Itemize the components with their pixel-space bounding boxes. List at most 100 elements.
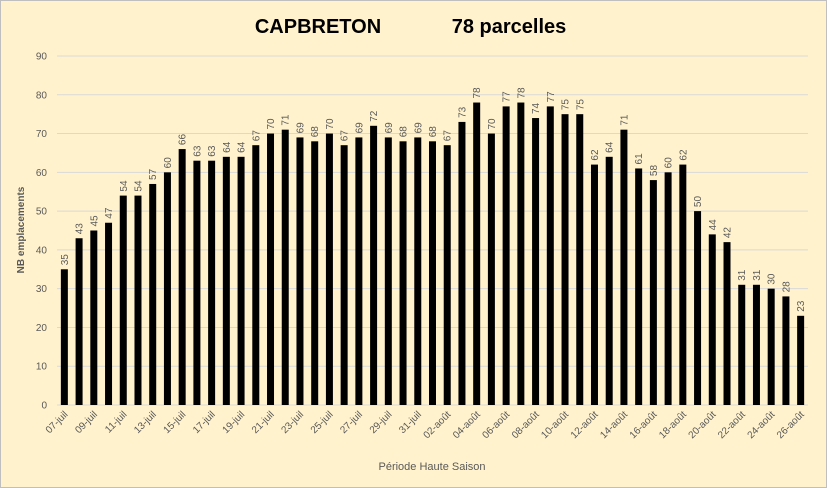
value-label: 77 xyxy=(546,91,557,103)
y-tick-label: 20 xyxy=(36,323,48,334)
value-label: 42 xyxy=(723,227,734,239)
y-tick-label: 80 xyxy=(36,90,48,101)
value-label: 61 xyxy=(634,153,645,165)
value-label: 28 xyxy=(781,281,792,293)
bar xyxy=(90,230,98,405)
value-label: 74 xyxy=(531,102,542,114)
bar xyxy=(384,137,392,405)
y-tick-label: 70 xyxy=(36,129,48,140)
value-label: 69 xyxy=(384,122,395,134)
value-label: 68 xyxy=(428,126,439,138)
x-tick-label: 09-juil xyxy=(73,409,100,436)
value-label: 64 xyxy=(222,141,233,153)
value-label: 58 xyxy=(649,165,660,177)
value-label: 35 xyxy=(60,254,71,266)
bar xyxy=(679,164,687,405)
x-tick-label: 12-août xyxy=(569,409,601,441)
y-tick-label: 60 xyxy=(36,168,48,179)
bar xyxy=(163,172,171,405)
value-label: 50 xyxy=(693,196,704,208)
value-label: 54 xyxy=(119,180,130,192)
bar xyxy=(75,238,83,405)
x-tick-label: 04-août xyxy=(451,409,483,441)
x-tick-label: 25-juil xyxy=(309,409,336,436)
value-label: 67 xyxy=(340,130,351,142)
bar xyxy=(797,315,805,405)
bar xyxy=(311,141,319,406)
chart-title: CAPBRETON xyxy=(255,16,381,38)
bar xyxy=(738,284,746,405)
bar xyxy=(605,156,613,405)
bar xyxy=(252,145,260,405)
bar xyxy=(119,195,127,405)
value-label: 73 xyxy=(457,106,468,118)
y-tick-label: 50 xyxy=(36,207,48,218)
value-label: 78 xyxy=(516,87,527,99)
value-label: 75 xyxy=(561,99,572,111)
value-label: 66 xyxy=(178,134,189,146)
value-label: 57 xyxy=(148,168,159,180)
value-label: 70 xyxy=(325,118,336,130)
bar xyxy=(178,149,186,405)
bar xyxy=(134,195,142,405)
bar xyxy=(399,141,407,406)
x-tick-label: 14-août xyxy=(598,409,630,441)
x-tick-label: 29-juil xyxy=(368,409,395,436)
x-tick-label: 24-août xyxy=(746,409,778,441)
bar xyxy=(267,133,275,406)
x-tick-label: 18-août xyxy=(657,409,689,441)
x-tick-label: 15-juil xyxy=(162,409,189,436)
bar xyxy=(443,145,451,405)
x-tick-label: 13-juil xyxy=(132,409,159,436)
bar xyxy=(782,296,790,405)
value-label: 64 xyxy=(237,141,248,153)
bar xyxy=(296,137,304,405)
value-label: 31 xyxy=(737,269,748,281)
value-label: 54 xyxy=(133,180,144,192)
y-tick-label: 90 xyxy=(36,52,48,63)
chart-subtitle: 78 parcelles xyxy=(452,16,567,38)
x-tick-label: 23-juil xyxy=(279,409,306,436)
value-label: 60 xyxy=(664,157,675,169)
value-label: 68 xyxy=(310,126,321,138)
value-label: 45 xyxy=(89,215,100,227)
y-tick-label: 10 xyxy=(36,362,48,373)
value-label: 68 xyxy=(399,126,410,138)
value-label: 60 xyxy=(163,157,174,169)
x-tick-label: 26-août xyxy=(775,409,807,441)
bar xyxy=(649,180,657,405)
bar xyxy=(708,234,716,405)
x-tick-label: 22-août xyxy=(716,409,748,441)
bar xyxy=(60,269,68,405)
x-tick-label: 02-août xyxy=(422,409,454,441)
bar xyxy=(723,242,731,405)
bar xyxy=(561,114,569,406)
bar xyxy=(767,288,775,405)
value-label: 77 xyxy=(502,91,513,103)
value-label: 62 xyxy=(678,149,689,161)
bar xyxy=(281,129,289,405)
x-tick-label: 10-août xyxy=(539,409,571,441)
bar xyxy=(429,141,436,406)
bar xyxy=(620,129,628,405)
x-tick-label: 20-août xyxy=(687,409,719,441)
value-label: 63 xyxy=(192,145,203,157)
value-label: 30 xyxy=(767,273,778,285)
bar xyxy=(694,211,702,405)
bar xyxy=(149,183,157,405)
bar xyxy=(414,137,422,405)
bar xyxy=(193,160,201,405)
y-tick-label: 40 xyxy=(36,245,48,256)
value-label: 31 xyxy=(752,269,763,281)
value-label: 72 xyxy=(369,110,380,122)
value-label: 71 xyxy=(619,114,630,126)
bar xyxy=(370,125,378,406)
x-tick-label: 08-août xyxy=(510,409,542,441)
x-tick-label: 06-août xyxy=(480,409,512,441)
value-label: 67 xyxy=(443,130,454,142)
x-tick-label: 11-juil xyxy=(103,409,129,435)
value-label: 70 xyxy=(266,118,277,130)
value-label: 43 xyxy=(75,223,86,235)
y-tick-label: 30 xyxy=(36,284,48,295)
